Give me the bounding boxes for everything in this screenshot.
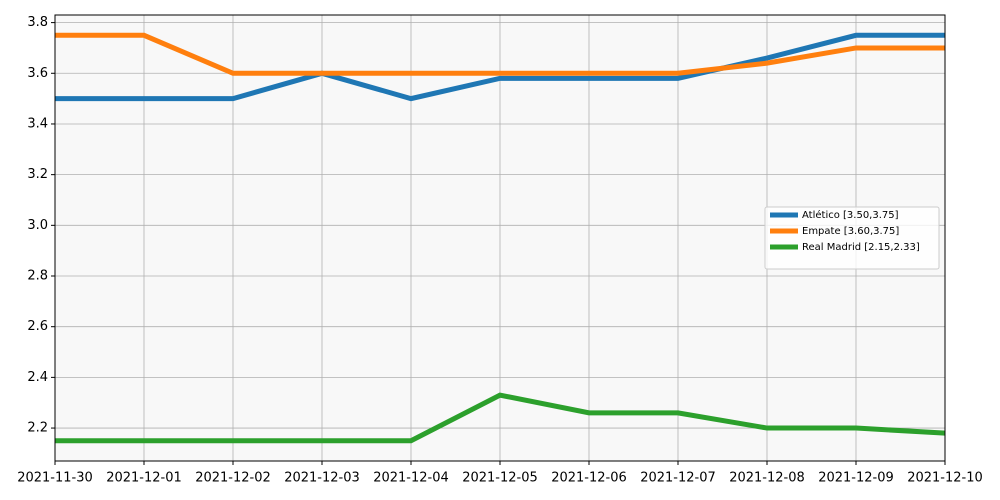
x-tick-label: 2021-12-08	[729, 471, 805, 486]
y-tick-label: 3.8	[27, 15, 48, 30]
legend: Atlético [3.50,3.75] Empate [3.60,3.75] Re…	[764, 206, 940, 270]
x-tick-label: 2021-12-06	[551, 471, 627, 486]
legend-label: Real Madrid [2.15,2.33]	[802, 242, 920, 253]
line-series	[55, 32, 945, 102]
y-tick-label: 2.4	[27, 370, 48, 385]
y-tick-label: 3.6	[27, 66, 48, 81]
y-tick-label: 3.4	[27, 116, 48, 131]
y-tick-label: 2.8	[27, 269, 48, 284]
line-series	[55, 32, 945, 76]
y-tick-label: 2.6	[27, 319, 48, 334]
x-tick-label: 2021-12-04	[373, 471, 449, 486]
x-tick-label: 2021-12-05	[462, 471, 538, 486]
y-tick-label: 3.0	[27, 218, 48, 233]
y-tick-label: 2.2	[27, 421, 48, 436]
y-tick-label: 3.2	[27, 167, 48, 182]
x-tick-label: 2021-12-02	[195, 471, 271, 486]
x-tick-label: 2021-11-30	[17, 471, 93, 486]
plot-frame	[54, 14, 946, 462]
legend-box	[764, 206, 940, 270]
x-tick-label: 2021-12-07	[640, 471, 716, 486]
line-series	[55, 392, 946, 444]
x-tick-label: 2021-12-01	[106, 471, 182, 486]
x-tick-label: 2021-12-03	[284, 471, 360, 486]
x-tick-label: 2021-12-09	[818, 471, 894, 486]
x-tick-label: 2021-12-10	[907, 471, 983, 486]
legend-label: Empate [3.60,3.75]	[802, 226, 899, 237]
legend-label: Atlético [3.50,3.75]	[802, 209, 899, 221]
